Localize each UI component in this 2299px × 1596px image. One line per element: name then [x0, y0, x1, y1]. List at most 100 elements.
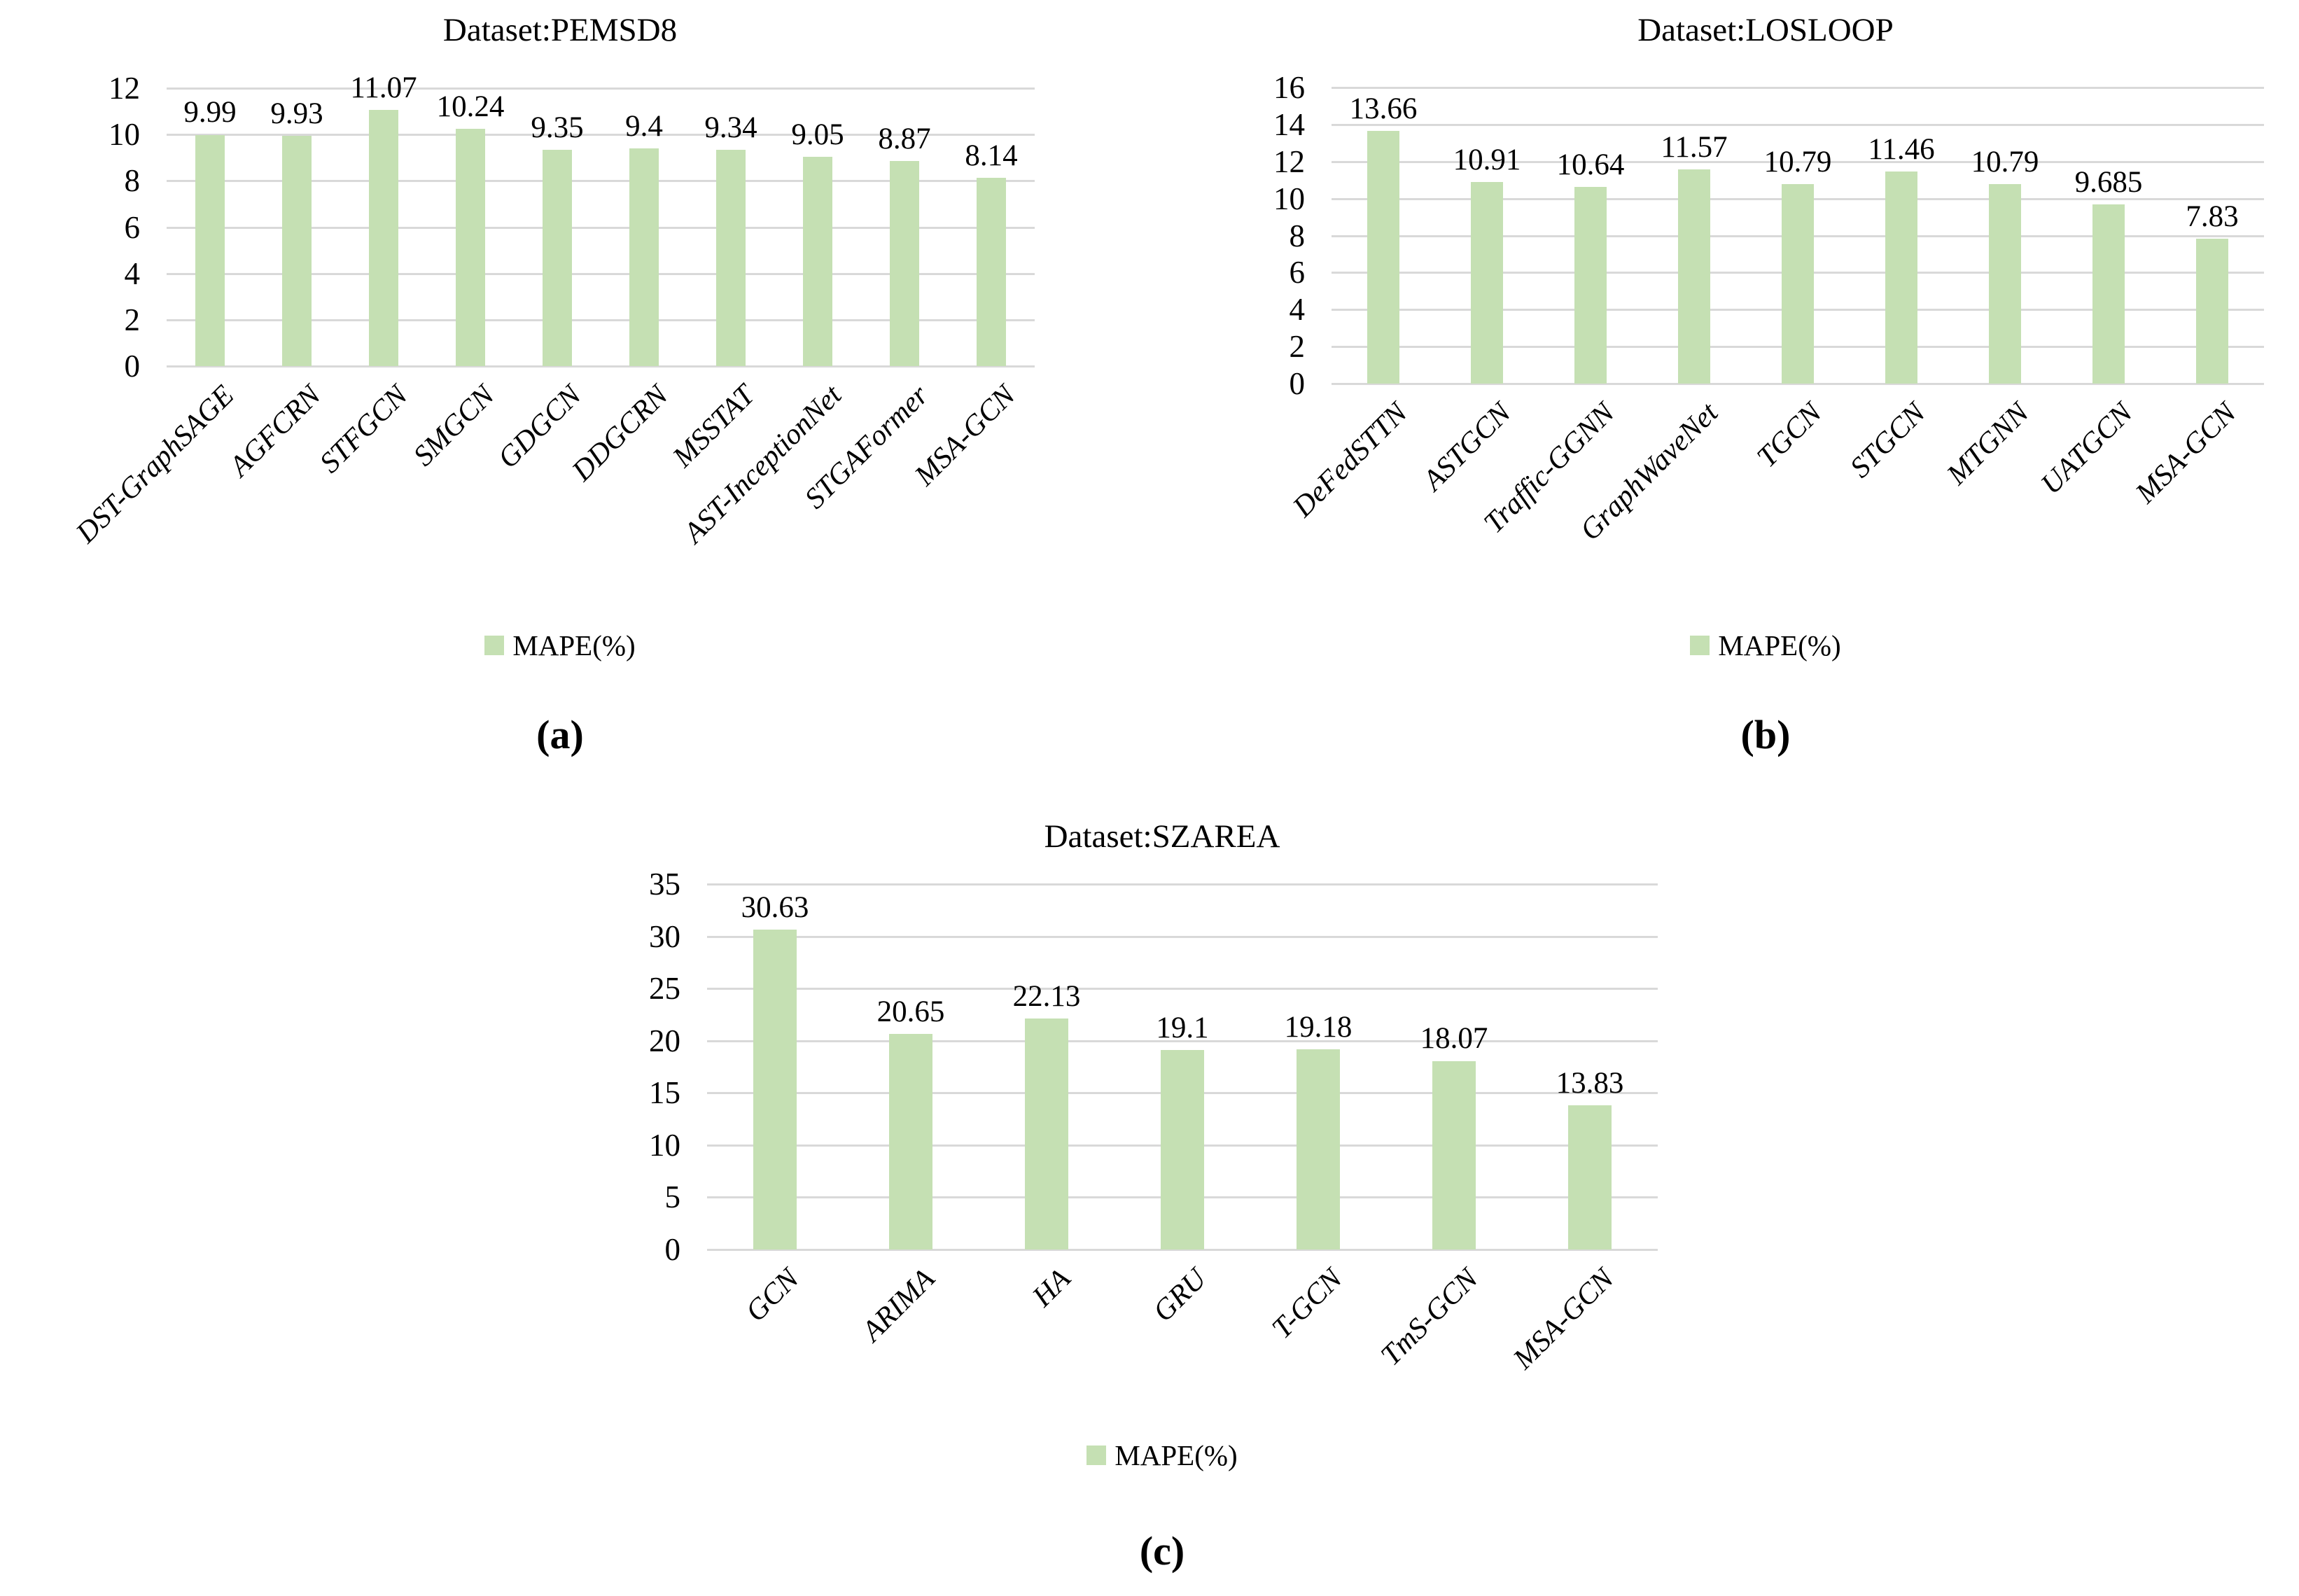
x-tick-label: GCN: [739, 1262, 806, 1329]
y-tick-label: 0: [664, 1232, 681, 1267]
y-tick-label: 0: [1289, 366, 1306, 401]
y-tick-label: 25: [649, 971, 680, 1007]
x-tick-label: HA: [1026, 1262, 1077, 1313]
bar-value-label: 9.34: [704, 111, 757, 144]
chart-title: Dataset:SZAREA: [1044, 818, 1280, 855]
gridline: [167, 365, 1035, 368]
x-tick-label: T-GCN: [1266, 1262, 1349, 1345]
bar-value-label: 9.93: [270, 97, 323, 131]
bar-value-label: 19.18: [1284, 1010, 1353, 1044]
bar: [1432, 1060, 1476, 1250]
gridline: [167, 226, 1035, 229]
y-tick-label: 8: [124, 163, 141, 199]
bar-value-label: 30.63: [741, 891, 809, 925]
bar-value-label: 11.57: [1661, 131, 1728, 164]
bar-value-label: 10.64: [1556, 148, 1625, 181]
gridline: [707, 1249, 1658, 1251]
bar: [1161, 1050, 1204, 1250]
bar-value-label: 8.14: [965, 139, 1018, 172]
chart-title: Dataset:LOSLOOP: [1637, 12, 1894, 48]
y-tick-label: 2: [1289, 329, 1306, 365]
bar: [1367, 130, 1399, 384]
y-tick-label: 2: [124, 302, 141, 337]
bar: [369, 109, 398, 366]
bar-value-label: 19.1: [1156, 1011, 1209, 1045]
bar: [1568, 1105, 1612, 1250]
bar-value-label: 8.87: [878, 122, 931, 155]
y-tick-label: 10: [649, 1127, 680, 1163]
bar: [1782, 183, 1814, 384]
gridline: [1332, 160, 2264, 163]
bar: [195, 134, 225, 366]
y-tick-label: 15: [649, 1075, 680, 1111]
y-tick-label: 4: [1289, 292, 1306, 328]
bar-value-label: 13.83: [1556, 1066, 1624, 1100]
bar-value-label: 10.79: [1971, 145, 2039, 178]
plot-area: [1332, 87, 2264, 385]
legend: MAPE(%): [1232, 629, 2299, 662]
gridline: [707, 988, 1658, 990]
legend-swatch-icon: [484, 636, 505, 655]
bar: [1678, 169, 1710, 384]
y-tick-label: 14: [1273, 106, 1305, 142]
bar: [1885, 172, 1917, 384]
plot-area: [167, 88, 1035, 368]
y-tick-label: 20: [649, 1023, 680, 1058]
gridline: [167, 88, 1035, 90]
bar: [803, 156, 832, 366]
bar-value-label: 9.4: [625, 110, 663, 144]
y-tick-label: 16: [1273, 70, 1305, 105]
bar-value-label: 9.35: [531, 111, 584, 144]
legend: MAPE(%): [42, 629, 1078, 662]
legend: MAPE(%): [616, 1438, 1708, 1472]
y-tick-label: 6: [124, 209, 141, 245]
bar: [2196, 239, 2228, 384]
y-tick-label: 10: [1273, 181, 1305, 216]
subfigure-caption: (a): [536, 712, 584, 757]
bar: [977, 177, 1006, 366]
bar: [1297, 1049, 1340, 1250]
y-tick-label: 12: [109, 71, 140, 106]
bar-value-label: 20.65: [876, 995, 945, 1029]
legend-swatch-icon: [1690, 636, 1710, 655]
y-tick-label: 5: [664, 1180, 681, 1215]
bar: [890, 160, 919, 366]
bar: [456, 129, 485, 366]
bar: [282, 136, 312, 366]
gridline: [167, 134, 1035, 136]
bar-value-label: 10.79: [1763, 145, 1832, 178]
bar-value-label: 7.83: [2186, 200, 2239, 233]
legend-label: MAPE(%): [1718, 629, 1841, 662]
bar-value-label: 9.99: [183, 96, 237, 130]
legend-swatch-icon: [1086, 1446, 1107, 1465]
gridline: [167, 272, 1035, 275]
gridline: [1332, 383, 2264, 385]
plot-area: [707, 883, 1658, 1251]
bar: [629, 148, 659, 366]
bar: [543, 149, 572, 366]
x-tick-label: TmS-GCN: [1374, 1262, 1485, 1373]
bar: [716, 150, 746, 366]
bar: [1989, 183, 2021, 384]
bar-value-label: 22.13: [1012, 979, 1081, 1013]
bar: [1471, 181, 1503, 384]
gridline: [707, 935, 1658, 938]
gridline: [167, 180, 1035, 183]
bar: [1025, 1018, 1068, 1250]
gridline: [1332, 87, 2264, 89]
bar: [753, 930, 797, 1250]
gridline: [707, 1040, 1658, 1042]
y-tick-label: 35: [649, 867, 680, 902]
x-tick-label: ARIMA: [855, 1262, 942, 1348]
bar-value-label: 9.685: [2074, 165, 2143, 199]
legend-label: MAPE(%): [512, 629, 636, 662]
y-tick-label: 30: [649, 918, 680, 954]
y-tick-label: 0: [124, 349, 141, 384]
bar: [889, 1034, 932, 1250]
legend-label: MAPE(%): [1114, 1439, 1238, 1471]
bar-value-label: 10.24: [436, 90, 505, 124]
y-tick-label: 12: [1273, 144, 1305, 179]
gridline: [167, 318, 1035, 321]
subfigure-caption: (c): [1139, 1528, 1185, 1574]
